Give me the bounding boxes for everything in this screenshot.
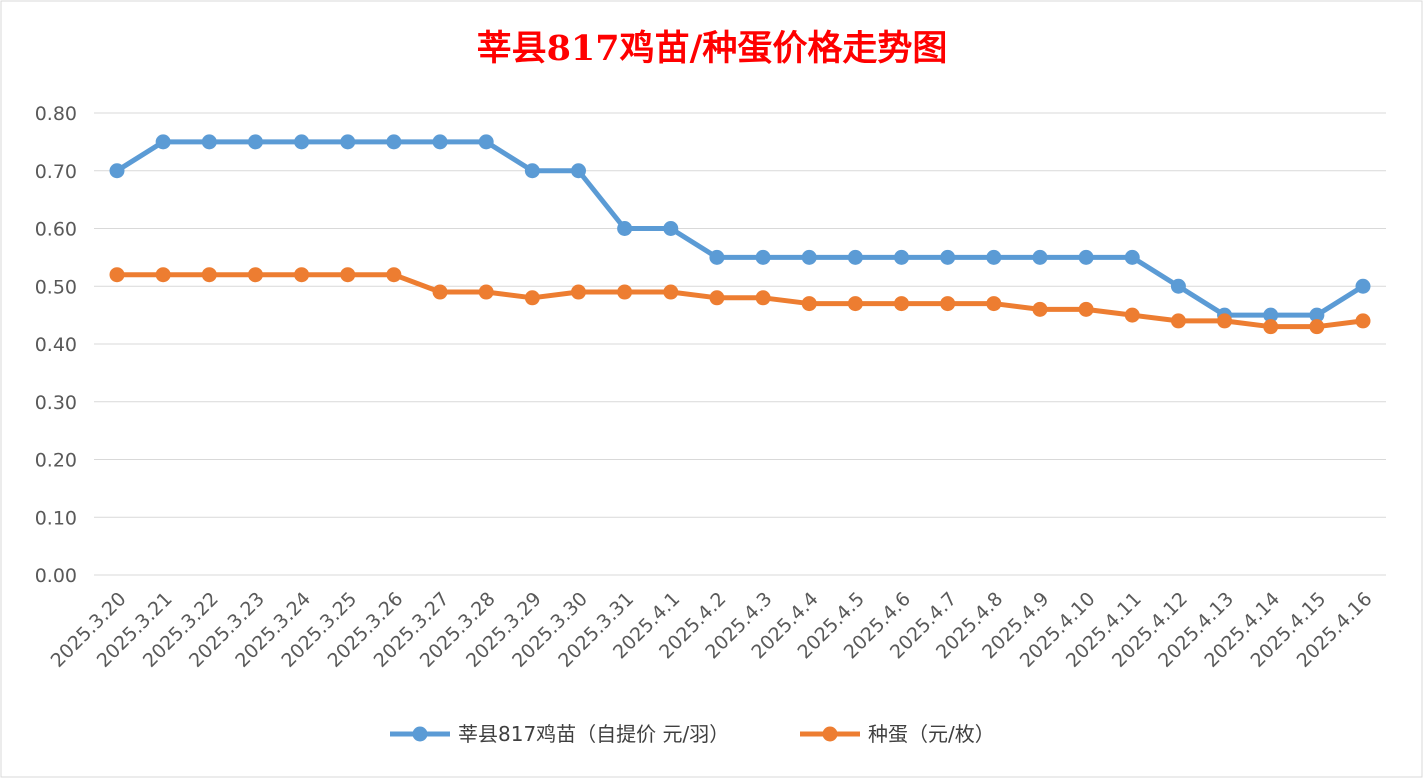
data-point (478, 284, 494, 300)
data-point (386, 267, 402, 283)
data-point (801, 296, 817, 312)
legend-marker (412, 726, 428, 742)
data-point (247, 267, 263, 283)
data-point (340, 267, 356, 283)
data-point (755, 290, 771, 306)
data-point (247, 134, 263, 150)
legend-label: 莘县817鸡苗（自提价 元/羽） (458, 722, 729, 746)
data-point (524, 163, 540, 179)
data-point (847, 249, 863, 265)
data-point (1309, 319, 1325, 335)
data-point (1355, 313, 1371, 329)
data-point (570, 284, 586, 300)
y-tick-label: 0.60 (35, 219, 77, 241)
data-point (1124, 249, 1140, 265)
data-point (940, 249, 956, 265)
legend-marker (822, 726, 838, 742)
data-point (432, 134, 448, 150)
data-point (663, 221, 679, 236)
legend-label: 种蛋（元/枚） (868, 722, 995, 746)
data-point (155, 267, 171, 283)
data-point (894, 249, 910, 265)
data-point (617, 221, 633, 236)
y-tick-label: 0.40 (35, 334, 77, 356)
data-point (1170, 278, 1186, 294)
series-1 (109, 134, 1371, 323)
data-point (1263, 319, 1279, 335)
data-point (1355, 278, 1371, 294)
y-tick-label: 0.50 (35, 276, 77, 298)
data-point (986, 249, 1002, 265)
data-point (1032, 249, 1048, 265)
data-point (755, 249, 771, 265)
data-point (201, 134, 217, 150)
data-point (1170, 313, 1186, 329)
data-point (386, 134, 402, 150)
data-point (524, 290, 540, 306)
data-point (1217, 313, 1233, 329)
series-line (114, 139, 1366, 318)
legend-item: 种蛋（元/枚） (800, 722, 995, 746)
legend-item: 莘县817鸡苗（自提价 元/羽） (390, 722, 729, 746)
data-point (109, 267, 125, 283)
data-point (986, 296, 1002, 312)
data-point (109, 163, 125, 179)
x-axis-ticks: 2025.3.202025.3.212025.3.222025.3.232025… (47, 588, 1377, 672)
chart-title: 莘县817鸡苗/种蛋价格走势图 (477, 28, 948, 69)
data-point (1032, 301, 1048, 317)
data-point (1124, 307, 1140, 323)
legend: 莘县817鸡苗（自提价 元/羽） 种蛋（元/枚） (390, 722, 995, 746)
y-tick-label: 0.20 (35, 450, 77, 472)
data-point (294, 267, 310, 283)
data-point (432, 284, 448, 300)
y-axis-ticks: 0.00 0.10 0.20 0.30 0.40 0.50 0.60 0.70 0.80 (35, 103, 77, 587)
y-tick-label: 0.70 (35, 161, 77, 183)
data-point (801, 249, 817, 265)
data-point (340, 134, 356, 150)
series-layer (109, 134, 1371, 335)
y-tick-label: 0.30 (35, 392, 77, 414)
data-point (709, 290, 725, 306)
data-point (570, 163, 586, 179)
data-point (1078, 249, 1094, 265)
y-tick-label: 0.00 (35, 565, 77, 587)
data-point (663, 284, 679, 300)
series-2 (109, 267, 1371, 335)
gridlines (94, 112, 1386, 576)
y-tick-label: 0.10 (35, 507, 77, 529)
data-point (617, 284, 633, 300)
data-point (894, 296, 910, 312)
data-point (847, 296, 863, 312)
data-point (201, 267, 217, 283)
data-point (1078, 301, 1094, 317)
data-point (478, 134, 494, 150)
data-point (155, 134, 171, 150)
data-point (1309, 307, 1325, 323)
data-point (294, 134, 310, 150)
data-point (940, 296, 956, 312)
data-point (1263, 307, 1279, 323)
series-line (114, 272, 1366, 330)
y-tick-label: 0.80 (35, 103, 77, 125)
data-point (709, 249, 725, 265)
